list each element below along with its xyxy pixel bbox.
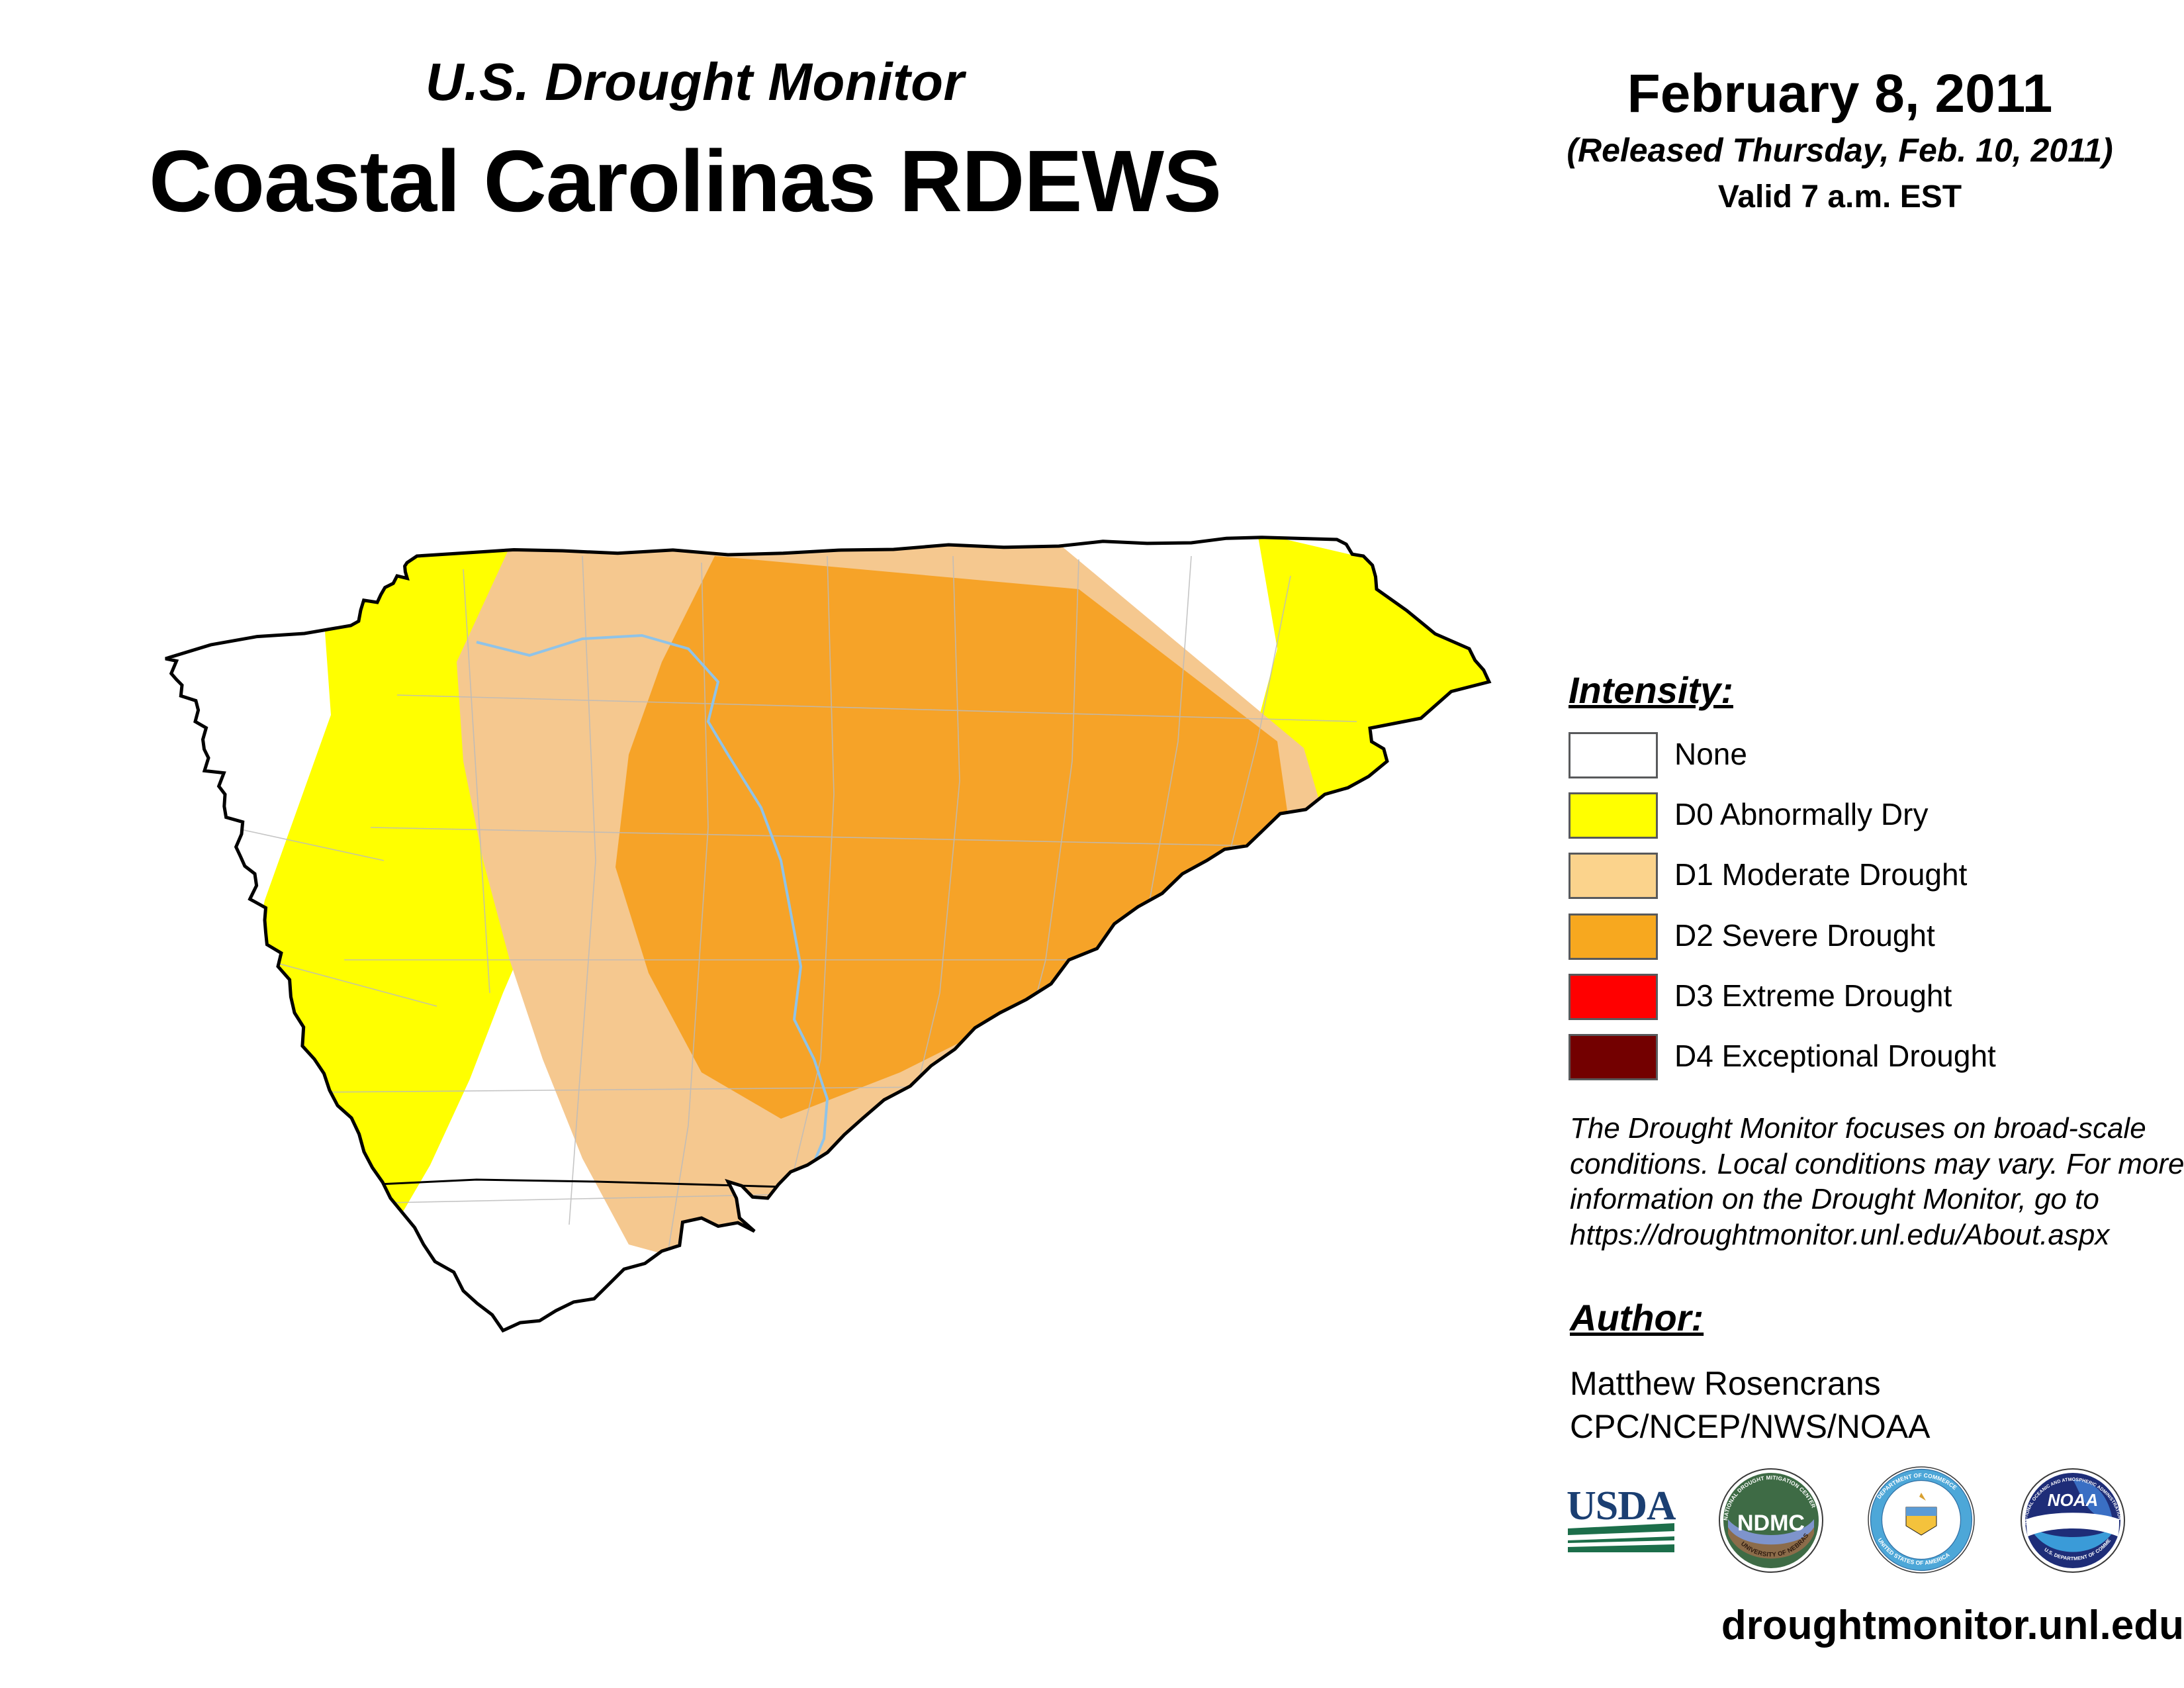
svg-text:NDMC: NDMC bbox=[1737, 1511, 1805, 1536]
svg-text:NOAA: NOAA bbox=[2048, 1490, 2099, 1510]
